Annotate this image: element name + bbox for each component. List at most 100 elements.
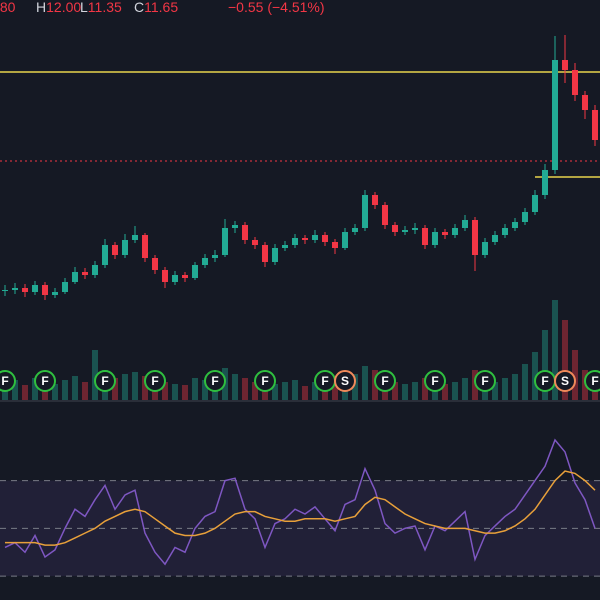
event-marker [0, 370, 16, 392]
event-label: F [1, 374, 8, 388]
ohlc-key: H [36, 0, 46, 15]
candle-body [142, 235, 148, 258]
volume-bar [232, 374, 238, 400]
event-marker [94, 370, 116, 392]
candle-body [42, 285, 48, 295]
volume-bar [392, 382, 398, 400]
event-marker [424, 370, 446, 392]
volume-bar [422, 378, 428, 400]
event-label: F [431, 374, 438, 388]
volume-bar [492, 382, 498, 400]
ohlc-item: H12.00 [36, 0, 81, 15]
event-label: F [321, 374, 328, 388]
volume-bar [292, 380, 298, 400]
ohlc-value: .80 [0, 0, 16, 15]
volume-bar [542, 330, 548, 400]
volume-bar [182, 385, 188, 400]
volume-bar [532, 352, 538, 400]
candle-body [152, 258, 158, 270]
candle-body [352, 228, 358, 232]
volume-bar [142, 376, 148, 400]
candle-body [262, 245, 268, 262]
candle-body [122, 240, 128, 255]
candle-body [172, 275, 178, 282]
volume-bar [252, 382, 258, 400]
event-label: F [41, 374, 48, 388]
candle-body [212, 255, 218, 258]
candle-body [412, 228, 418, 230]
event-marker [374, 370, 396, 392]
volume-bar [192, 378, 198, 400]
candle-body [242, 225, 248, 240]
volume-bar [572, 350, 578, 400]
event-label: F [591, 374, 598, 388]
ohlc-key: L [80, 0, 88, 15]
candle-body [452, 228, 458, 235]
candle-body [222, 228, 228, 255]
ohlc-item: .80 [0, 0, 16, 15]
candle-body [502, 228, 508, 235]
volume-bar [92, 350, 98, 400]
event-label: S [561, 374, 569, 388]
candle-body [432, 232, 438, 245]
volume-bar [282, 382, 288, 400]
volume-bar [312, 382, 318, 400]
candle-body [342, 232, 348, 248]
event-marker [254, 370, 276, 392]
candle-body [382, 205, 388, 225]
volume-bar [512, 374, 518, 400]
candle-body [132, 235, 138, 240]
volume-bar [82, 382, 88, 400]
candle-body [592, 110, 598, 140]
candle-body [252, 240, 258, 245]
candle-body [162, 270, 168, 282]
volume-bar [302, 386, 308, 400]
volume-bar [272, 384, 278, 400]
candle-body [2, 290, 8, 291]
candle-body [492, 235, 498, 242]
volume-bar [52, 384, 58, 400]
candle-body [22, 288, 28, 292]
ohlc-value: 11.65 [144, 0, 178, 15]
event-label: F [101, 374, 108, 388]
volume-bar [552, 300, 558, 400]
candle-body [202, 258, 208, 265]
event-label: F [261, 374, 268, 388]
ohlc-item: C11.65 [134, 0, 178, 15]
candle-body [302, 238, 308, 240]
volume-bar [462, 378, 468, 400]
ohlc-value: −0.55 (−4.51%) [228, 0, 325, 15]
volume-bar [442, 384, 448, 400]
event-marker [144, 370, 166, 392]
event-label: S [341, 374, 349, 388]
volume-bar [332, 380, 338, 400]
event-label: F [541, 374, 548, 388]
event-label: F [151, 374, 158, 388]
volume-bar [522, 364, 528, 400]
volume-bar [72, 376, 78, 400]
event-label: F [211, 374, 218, 388]
volume-bar [122, 374, 128, 400]
candle-body [82, 272, 88, 275]
event-marker [554, 370, 576, 392]
candle-body [282, 245, 288, 248]
rsi-line [4, 438, 596, 566]
candle-body [442, 232, 448, 235]
candle-body [582, 95, 588, 110]
ohlc-key: C [134, 0, 144, 15]
volume-bar [172, 384, 178, 400]
candle-body [512, 222, 518, 228]
volume-bar [162, 382, 168, 400]
candle-body [372, 195, 378, 205]
candle-body [572, 70, 578, 95]
volume-bar [352, 374, 358, 400]
candle-body [182, 275, 188, 278]
ohlc-value: 11.35 [88, 0, 122, 15]
volume-bar [452, 382, 458, 400]
candle-body [112, 245, 118, 255]
candle-body [72, 272, 78, 282]
candle-body [402, 230, 408, 232]
event-marker [474, 370, 496, 392]
